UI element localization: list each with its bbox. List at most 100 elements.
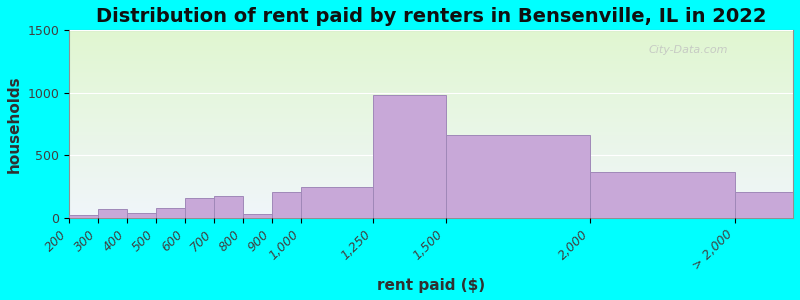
Bar xyxy=(69,80,793,81)
Bar xyxy=(69,88,793,89)
Bar xyxy=(69,38,793,39)
Bar xyxy=(69,184,793,185)
Bar xyxy=(69,166,793,167)
Bar xyxy=(69,160,793,161)
Bar xyxy=(69,203,793,204)
Bar xyxy=(69,33,793,34)
Bar xyxy=(214,196,243,218)
Bar xyxy=(69,106,793,107)
Title: Distribution of rent paid by renters in Bensenville, IL in 2022: Distribution of rent paid by renters in … xyxy=(96,7,766,26)
Bar xyxy=(446,135,590,218)
Bar xyxy=(69,99,793,100)
Bar xyxy=(69,148,793,149)
Bar xyxy=(69,40,793,41)
Bar xyxy=(69,119,793,120)
Bar xyxy=(69,49,793,50)
Bar xyxy=(69,152,793,153)
Bar xyxy=(69,118,793,119)
Bar xyxy=(69,82,793,83)
Bar xyxy=(69,79,793,80)
Bar xyxy=(69,169,793,170)
Bar xyxy=(69,34,793,35)
Bar xyxy=(69,122,793,123)
Bar xyxy=(69,214,793,215)
Bar xyxy=(69,47,793,48)
Bar xyxy=(69,173,793,174)
Bar xyxy=(185,198,214,218)
Bar xyxy=(69,158,793,159)
Bar xyxy=(69,145,793,146)
Bar xyxy=(69,161,793,162)
Bar xyxy=(69,71,793,73)
Bar xyxy=(69,54,793,55)
Bar xyxy=(69,150,793,151)
Bar xyxy=(156,208,185,218)
Bar xyxy=(69,179,793,180)
Bar xyxy=(69,210,793,211)
Bar xyxy=(69,205,793,206)
Bar xyxy=(69,200,793,201)
Bar xyxy=(69,154,793,155)
Bar xyxy=(69,60,793,61)
Bar xyxy=(69,191,793,192)
Bar xyxy=(69,189,793,190)
Bar xyxy=(69,204,793,205)
Bar xyxy=(69,197,793,198)
Bar xyxy=(69,162,793,163)
Bar xyxy=(373,95,446,218)
Bar xyxy=(69,70,793,71)
Bar xyxy=(69,185,793,186)
Bar xyxy=(69,107,793,108)
Bar xyxy=(69,31,793,32)
Bar xyxy=(69,87,793,88)
Bar xyxy=(69,76,793,77)
Bar xyxy=(69,118,793,119)
Bar xyxy=(69,91,793,92)
Bar xyxy=(69,89,793,90)
Bar xyxy=(69,138,793,139)
Bar xyxy=(69,100,793,101)
Bar xyxy=(69,215,98,218)
Bar xyxy=(69,170,793,171)
Bar xyxy=(590,172,735,218)
Bar xyxy=(69,123,793,124)
Bar xyxy=(69,195,793,196)
Bar xyxy=(69,175,793,176)
Bar xyxy=(69,211,793,212)
Bar xyxy=(69,155,793,156)
Bar xyxy=(69,136,793,137)
Bar xyxy=(69,75,793,76)
Bar xyxy=(69,120,793,121)
Bar xyxy=(69,30,793,31)
Bar xyxy=(69,196,793,197)
Bar xyxy=(69,81,793,82)
Bar xyxy=(69,112,793,113)
Bar xyxy=(69,168,793,169)
Bar xyxy=(69,130,793,132)
Bar xyxy=(69,64,793,65)
Bar xyxy=(69,62,793,63)
Bar xyxy=(69,163,793,164)
Bar xyxy=(69,56,793,58)
Bar xyxy=(69,98,793,99)
Bar xyxy=(69,215,793,216)
Bar xyxy=(69,124,793,125)
Bar xyxy=(69,67,793,68)
Bar xyxy=(69,129,793,130)
Bar xyxy=(69,212,793,213)
Bar xyxy=(69,69,793,70)
Bar xyxy=(69,100,793,102)
Bar xyxy=(69,156,793,157)
Bar xyxy=(69,183,793,184)
Bar xyxy=(69,51,793,52)
Bar xyxy=(69,37,793,38)
Bar xyxy=(69,139,793,140)
Bar xyxy=(69,167,793,168)
Bar xyxy=(69,116,793,117)
Bar xyxy=(69,165,793,166)
Bar xyxy=(69,66,793,67)
Bar xyxy=(69,132,793,133)
Bar xyxy=(69,109,793,110)
Bar xyxy=(69,178,793,179)
Bar xyxy=(69,108,793,109)
